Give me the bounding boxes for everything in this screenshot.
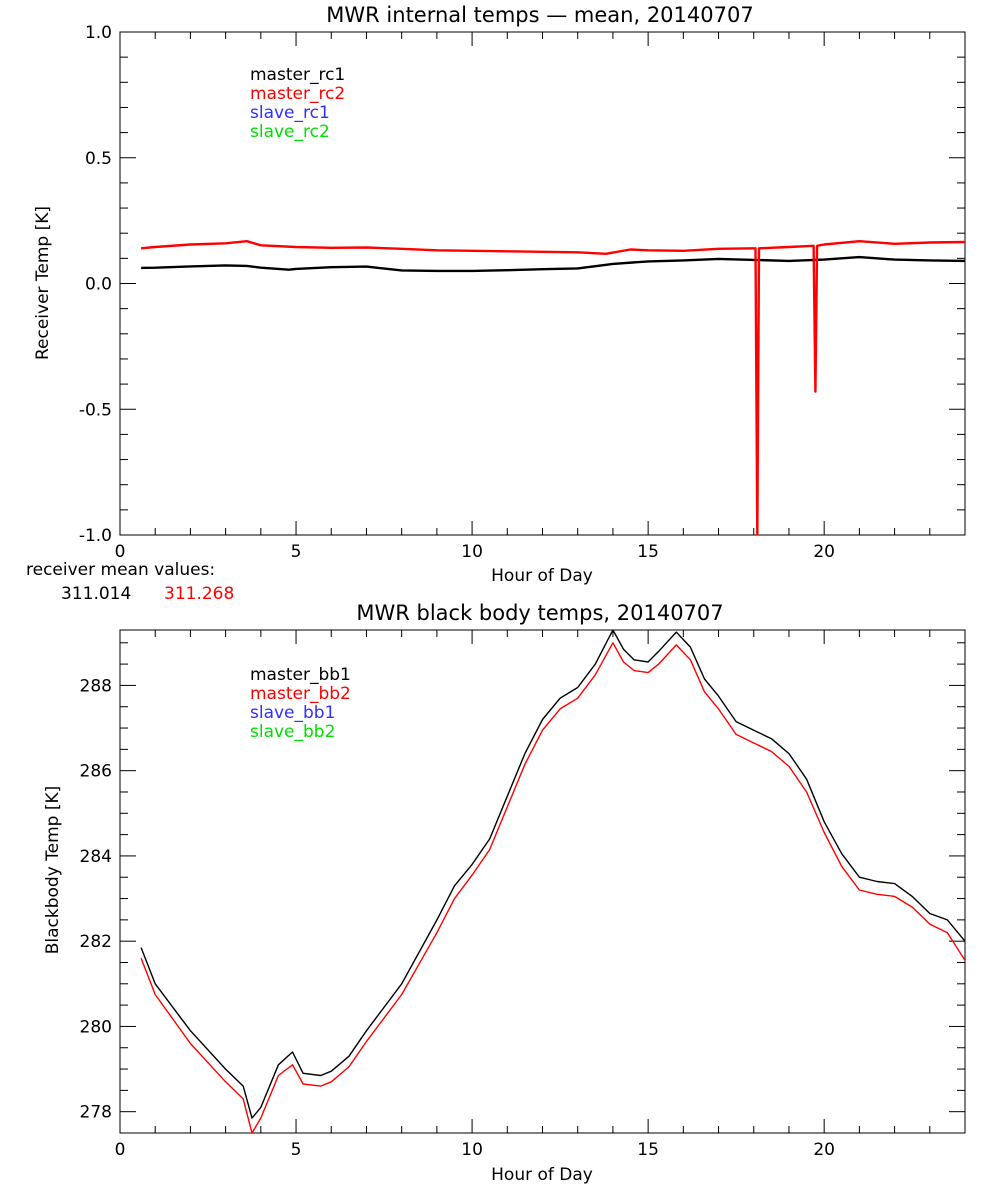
bottom-y-tick-label: 288 [80,676,112,696]
bottom-chart-title: MWR black body temps, 20140707 [356,601,723,625]
top-legend-master_rc2: master_rc2 [250,84,345,104]
bottom-y-tick-label: 282 [80,932,112,952]
bottom-legend-slave_bb2: slave_bb2 [250,722,335,742]
top-y-tick-label: 0.5 [85,149,112,169]
top-x-tick-label: 20 [813,542,835,562]
top-series-group [140,239,965,535]
bottom-series-group [140,630,965,1133]
top-ticks [119,31,966,536]
bottom-x-axis-label: Hour of Day [491,1165,593,1185]
bottom-series-master_bb2 [140,642,965,1133]
bottom-y-axis-label: Blackbody Temp [K] [43,786,63,955]
top-x-axis-label: Hour of Day [491,566,593,586]
top-x-tick-label: 15 [637,542,659,562]
top-series-master_rc2 [140,239,965,535]
top-y-tick-labels: 1.0 0.5 0.0 -0.5 -1.0 [79,23,112,546]
bottom-plot-frame [119,629,966,1134]
bottom-y-tick-labels: 278 280 282 284 286 288 [80,676,112,1122]
receiver-mean-value-1: 311.014 [61,584,131,604]
bottom-legend-slave_bb1: slave_bb1 [250,703,335,723]
top-x-tick-label: 0 [115,542,126,562]
receiver-mean-label: receiver mean values: [26,560,215,580]
top-y-tick-label: -0.5 [79,400,112,420]
bottom-x-tick-label: 0 [115,1140,126,1160]
bottom-y-tick-label: 286 [80,762,112,782]
top-chart: MWR internal temps — mean, 20140707 0 5 10… [33,3,966,586]
top-x-tick-label: 5 [291,542,302,562]
bottom-ticks [119,630,966,1134]
bottom-legend-master_bb2: master_bb2 [250,684,351,704]
bottom-y-tick-label: 280 [80,1017,112,1037]
bottom-x-tick-label: 5 [291,1140,302,1160]
bottom-x-tick-label: 15 [637,1140,659,1160]
top-legend-slave_rc1: slave_rc1 [250,103,330,123]
bottom-y-tick-label: 278 [80,1103,112,1123]
top-chart-title: MWR internal temps — mean, 20140707 [326,3,753,27]
top-plot-frame [119,31,966,536]
bottom-series-master_bb1 [140,630,965,1119]
bottom-x-tick-label: 20 [813,1140,835,1160]
top-legend-slave_rc2: slave_rc2 [250,122,330,142]
bottom-legend-master_bb1: master_bb1 [250,665,351,685]
bottom-x-tick-labels: 0 5 10 15 20 [115,1140,835,1160]
receiver-mean-value-2: 311.268 [164,584,234,604]
bottom-x-tick-label: 10 [461,1140,483,1160]
top-legend-master_rc1: master_rc1 [250,65,345,85]
top-y-tick-label: 0.0 [85,275,112,295]
bottom-y-tick-label: 284 [80,847,112,867]
top-y-tick-label: 1.0 [85,23,112,43]
top-series-master_rc1 [141,255,965,273]
top-x-tick-label: 10 [461,542,483,562]
top-y-tick-label: -1.0 [79,526,112,546]
top-y-axis-label: Receiver Temp [K] [33,206,53,360]
bottom-chart: MWR black body temps, 20140707 0 5 10 15 20 … [43,601,966,1185]
top-x-tick-labels: 0 5 10 15 20 [115,542,835,562]
